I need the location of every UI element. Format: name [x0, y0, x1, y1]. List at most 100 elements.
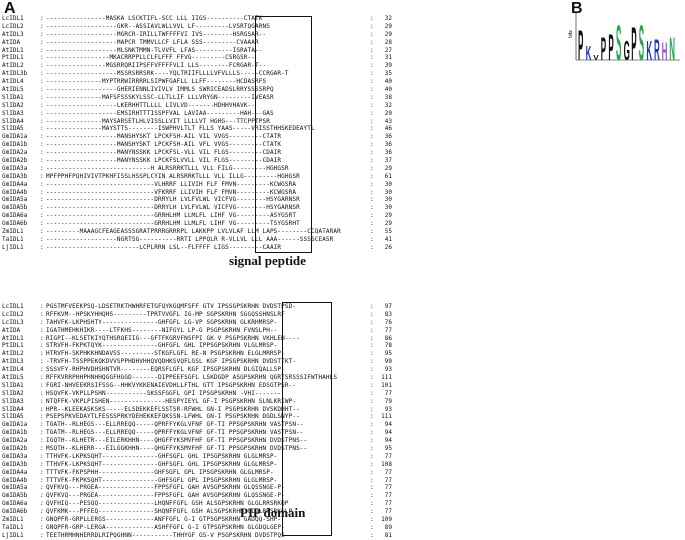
separator-colon: :: [370, 484, 374, 492]
sequence-residues: GNQPFR-GRP-LERGA-------------ASHFFGFL G-…: [46, 523, 285, 531]
separator-colon: :: [370, 101, 374, 109]
alignment-row: LcIDL1: PGSTMFVEEKPSQ-LDSETRKTHWHRFETGFQY…: [2, 303, 392, 311]
sequence-name: SlIDA3: [2, 397, 24, 405]
alignment-block-signal: LcIDL1: ----------------MASKA LSCKTIFL-SC…: [2, 15, 392, 252]
sequence-residues: SSSVFY-RHPHVDHSHNTVR--------EQRSFLGFL KG…: [46, 366, 285, 374]
alignment-row: GmIDA4b: -----------------------------VFK…: [2, 189, 392, 197]
residue-count: 93: [384, 405, 392, 413]
separator-colon: :: [370, 460, 374, 468]
pip-domain-caption: PIP domain: [240, 505, 306, 520]
sequence-residues: -----------------------------GRRHLHM LLM…: [46, 220, 300, 228]
residue-count: 81: [384, 531, 392, 539]
sequence-residues: -------------------NGRTSG----------RRTI …: [46, 235, 334, 243]
sequence-name: LcIDL2: [2, 22, 24, 30]
sequence-name: GmIDA4b: [2, 476, 28, 484]
sequence-name: AtIDL3: [2, 358, 24, 366]
logo-letter: V: [593, 53, 599, 62]
separator-colon: :: [40, 133, 44, 141]
residue-count: 40: [384, 78, 392, 86]
sequence-residues: TTTVFK-FKPKSQHT---------------GHFSGFL GP…: [46, 476, 278, 484]
separator-colon: :: [40, 437, 44, 445]
separator-colon: :: [40, 220, 44, 228]
separator-colon: :: [40, 374, 44, 382]
alignment-row: LjIDL1: TEETHRMHNHERRDLRIPQGHNN----------…: [2, 531, 392, 540]
residue-count: 40: [384, 86, 392, 94]
separator-colon: :: [40, 164, 44, 172]
logo-letter: G: [624, 37, 630, 67]
sequence-residues: -TRVFH-TSSPPEKQKDVVSPPHDHVHHQVQDHKSVQFLG…: [46, 358, 297, 366]
separator-colon: :: [40, 46, 44, 54]
logo-letter: S: [616, 15, 621, 68]
sequence-name: PtIDL1: [2, 342, 24, 350]
sequence-name: GmIDA1b: [2, 429, 28, 437]
separator-colon: :: [370, 397, 374, 405]
residue-count: 79: [384, 397, 392, 405]
sequence-name: GmIDA1a: [2, 133, 28, 141]
separator-colon: :: [40, 350, 44, 358]
sequence-name: GmIDA5a: [2, 196, 28, 204]
alignment-row: SlIDA5: PSEPSPKVEDAYTLFESSSPRKYDEHEKKEFQK…: [2, 413, 392, 421]
separator-colon: :: [370, 303, 374, 310]
separator-colon: :: [40, 508, 44, 516]
residue-count: 77: [384, 476, 392, 484]
sequence-residues: -------------------------LCPLRRN LSL--FL…: [46, 243, 282, 251]
sequence-residues: -------------------EMSIRHTTTISSPFVAL LAV…: [46, 109, 274, 117]
residue-count: 95: [384, 350, 392, 358]
alignment-row: AtIDL1: RIGPI--KLSETKIYQTHSRQEIIG---GFTFK…: [2, 335, 392, 343]
sequence-residues: -------------------MGRCR-IRILLTWFFFFVI I…: [46, 30, 267, 38]
alignment-block-pip: LcIDL1: PGSTMFVEEKPSQ-LDSETRKTHWHRFETGFQY…: [2, 303, 392, 540]
alignment-row: LcIDL3: TAHVFK-LKPHSHTY---------------GHF…: [2, 318, 392, 327]
separator-colon: :: [370, 212, 374, 220]
alignment-row: ZmIDL1: ---------MAAAGCFEAGEASSSGRATPRRRG…: [2, 228, 392, 236]
separator-colon: :: [40, 397, 44, 405]
residue-count: 94: [384, 429, 392, 437]
residue-count: 77: [384, 326, 392, 334]
sequence-name: GmIDA5b: [2, 204, 28, 212]
alignment-row: AtIDL2: ----------------MGSRRQRIIPSFFVFFF…: [2, 62, 392, 70]
separator-colon: :: [370, 204, 374, 212]
residue-count: 29: [384, 220, 392, 228]
sequence-name: ZmIDL1: [2, 516, 24, 524]
alignment-row: TaIDL1: -------------------NGRTSG--------…: [2, 235, 392, 244]
separator-colon: :: [370, 318, 374, 326]
separator-colon: :: [370, 421, 374, 429]
alignment-row: GmIDA2a: IGQTH--KLHETR---EILERKHHN----QHG…: [2, 437, 392, 445]
separator-colon: :: [40, 381, 44, 389]
sequence-residues: RFFKVRRPHHPHNHHQGGFHGGD-------DIPPEEFSGF…: [46, 374, 338, 382]
residue-count: 77: [384, 468, 392, 476]
alignment-row: LcIDL2: RFFKVM--HPSKYHHQHS---------TPRTVV…: [2, 311, 392, 319]
separator-colon: :: [370, 366, 374, 374]
separator-colon: :: [40, 228, 44, 236]
separator-colon: :: [370, 141, 374, 149]
separator-colon: :: [40, 141, 44, 149]
alignment-row: LjIDL1: -------------------------LCPLRRN …: [2, 243, 392, 252]
separator-colon: :: [370, 54, 374, 62]
alignment-row: AtIDL4: SSSVFY-RHPHVDHSHNTVR--------EQRSF…: [2, 366, 392, 374]
separator-colon: :: [40, 101, 44, 109]
alignment-row: ZmIDL1: GNQPFR-GRPLLERGS-------------ANFF…: [2, 516, 392, 524]
separator-colon: :: [40, 38, 44, 46]
sequence-name: SlIDA4: [2, 117, 24, 125]
sequence-residues: ---------------MAFSFSSSKYLSSC-LLTLLIF LL…: [46, 93, 274, 101]
sequence-residues: GNQPFR-GRPLLERGS-------------ANFFGFL G-I…: [46, 516, 282, 524]
separator-colon: :: [370, 437, 374, 445]
sequence-residues: -----------------------------VLHRRF LLIV…: [46, 180, 297, 188]
residue-count: 38: [384, 93, 392, 101]
alignment-row: SlIDA2: HSQVFK-VKPLLPSHN-----------SKSSFG…: [2, 389, 392, 398]
alignment-row: GmIDA4b: TTTVFK-FKPKSQHT---------------GH…: [2, 476, 392, 485]
residue-count: 32: [384, 101, 392, 109]
sequence-name: GmIDA6b: [2, 508, 28, 516]
separator-colon: :: [370, 374, 374, 382]
logo-letter: S: [639, 15, 644, 68]
separator-colon: :: [40, 445, 44, 453]
alignment-row: GmIDA2b: -------------------MANYNSSKK LPC…: [2, 157, 392, 165]
sequence-name: GmIDA4a: [2, 468, 28, 476]
logo-letter: P: [578, 22, 583, 68]
separator-colon: :: [370, 468, 374, 476]
separator-colon: :: [40, 389, 44, 397]
sequence-name: LcIDL1: [2, 303, 24, 310]
sequence-name: GmIDA6b: [2, 220, 28, 228]
logo-letter: P: [601, 33, 606, 68]
alignment-row: LcIDL2: -------------------GKR--ASSIAVLWL…: [2, 22, 392, 31]
alignment-row: PtIDL1: -----------------MKACRRPPLLCLFLFF…: [2, 54, 392, 62]
